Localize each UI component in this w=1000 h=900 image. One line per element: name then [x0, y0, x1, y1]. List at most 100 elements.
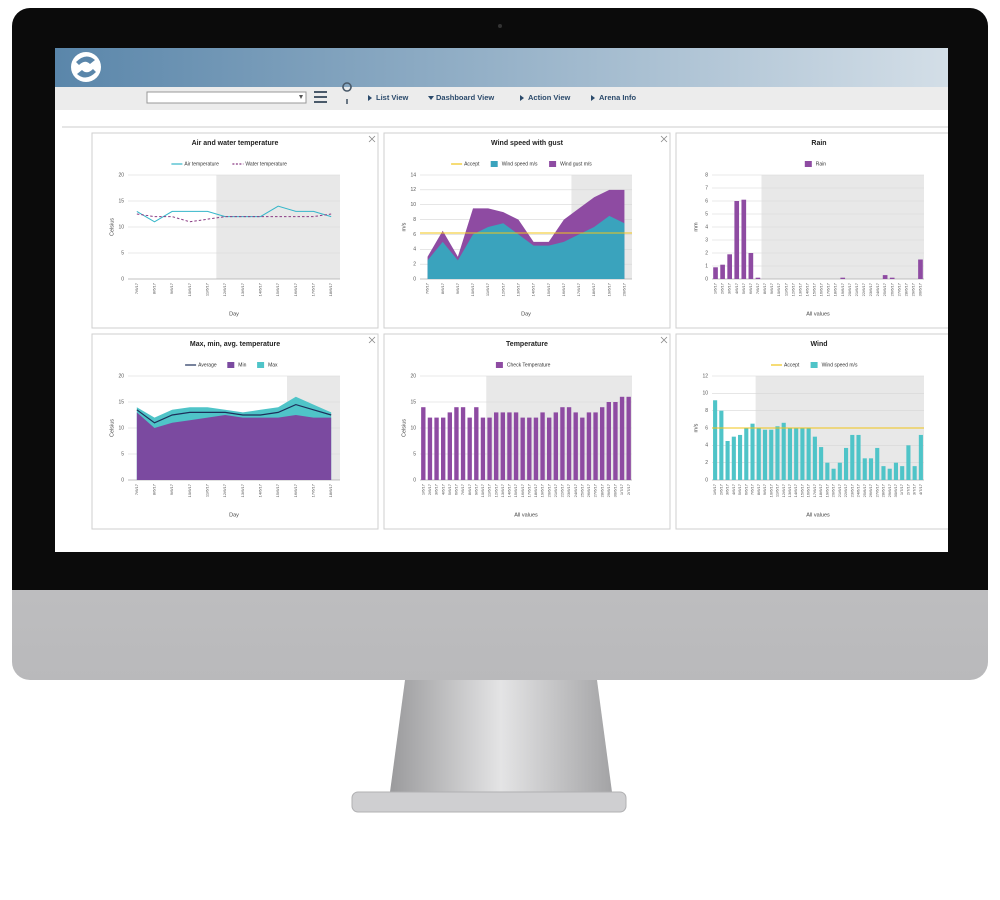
x-tick-label: 7/6/17	[755, 282, 760, 294]
y-tick-label: 0	[413, 276, 416, 282]
nav-arrow	[591, 95, 595, 101]
x-tick-label: 18/6/17	[328, 483, 333, 497]
x-tick-label: 13/6/17	[515, 282, 520, 296]
x-tick-label: 16/6/17	[520, 483, 525, 497]
legend-label: Air temperature	[184, 161, 219, 167]
bar	[837, 462, 842, 480]
screen: List View Dashboard View Action View Are…	[55, 48, 948, 552]
y-tick-label: 20	[410, 373, 416, 379]
bar	[447, 412, 452, 480]
legend-symbol	[495, 362, 503, 368]
bar	[794, 428, 799, 480]
select-box[interactable]	[146, 91, 307, 104]
bar	[744, 428, 749, 480]
bar	[887, 468, 892, 480]
nav-arrow	[428, 96, 434, 100]
legend-label: Max	[268, 362, 278, 368]
x-tick-label: 11/6/17	[205, 282, 210, 296]
select-arrow	[299, 95, 303, 99]
x-tick-label: 11/6/17	[775, 483, 780, 497]
x-tick-label: 12/6/17	[493, 483, 498, 497]
x-tick-label: 13/6/17	[240, 483, 245, 497]
y-tick-label: 4	[705, 443, 708, 449]
x-tick-label: 2/7/17	[626, 483, 631, 495]
x-tick-label: 11/6/17	[485, 282, 490, 296]
chart-panel: Rain 0 1 2 3 4 5 6 7 8 mm All values 1/6/17 2/6/17 3/6…	[675, 132, 948, 329]
bar	[844, 447, 849, 480]
expand-icon[interactable]	[368, 135, 376, 143]
nav-link[interactable]: List View	[376, 93, 409, 102]
bar	[856, 434, 861, 480]
bar	[626, 396, 631, 480]
x-tick-label: 21/6/17	[553, 483, 558, 497]
y-tick-label: 10	[410, 425, 416, 431]
x-tick-label: 21/6/17	[854, 282, 859, 296]
y-axis-title: Celsius	[109, 218, 115, 236]
y-axis-title: Celsius	[401, 419, 407, 437]
x-tick-label: 15/6/17	[513, 483, 518, 497]
bar	[868, 458, 874, 480]
expand-icon[interactable]	[368, 336, 376, 344]
x-axis-title: Day	[229, 311, 239, 317]
x-tick-label: 30/6/17	[613, 483, 618, 497]
x-tick-label: 7/6/17	[460, 483, 465, 495]
x-tick-label: 2/6/17	[427, 483, 432, 495]
x-tick-label: 4/6/17	[440, 483, 445, 495]
x-tick-label: 7/6/17	[134, 282, 139, 294]
nav-link[interactable]: Arena Info	[599, 93, 637, 102]
x-tick-label: 1/6/17	[420, 483, 425, 495]
x-tick-label: 12/6/17	[222, 282, 227, 296]
x-tick-label: 29/6/17	[887, 483, 892, 497]
bar	[421, 407, 426, 480]
bar	[507, 412, 512, 480]
menu-icon[interactable]	[314, 91, 327, 103]
y-tick-label: 7	[705, 185, 708, 191]
x-tick-label: 27/6/17	[593, 483, 598, 497]
nav-link[interactable]: Action View	[528, 93, 571, 102]
y-tick-label: 12	[410, 187, 416, 193]
bar	[474, 407, 479, 480]
x-tick-label: 14/6/17	[804, 282, 809, 296]
x-tick-label: 12/6/17	[781, 483, 786, 497]
x-tick-label: 19/6/17	[606, 282, 611, 296]
legend-label: Wind speed m/s	[502, 161, 538, 167]
bar	[755, 277, 761, 279]
y-axis-title: m/s	[693, 423, 699, 432]
x-tick-label: 8/6/17	[756, 483, 761, 495]
legend-symbol	[804, 161, 812, 167]
x-tick-label: 12/6/17	[500, 282, 505, 296]
chart-panel: Temperature 0 5 10 15 20 Celsius All values 1/6/…	[383, 333, 671, 530]
x-tick-label: 14/6/17	[258, 483, 263, 497]
expand-icon[interactable]	[660, 336, 668, 344]
bar	[713, 400, 718, 480]
data-line	[136, 213, 332, 223]
bar	[750, 423, 755, 480]
bar	[560, 407, 565, 480]
x-tick-label: 18/6/17	[533, 483, 538, 497]
y-tick-label: 0	[705, 276, 708, 282]
x-tick-label: 27/6/17	[896, 282, 901, 296]
x-tick-label: 28/6/17	[903, 282, 908, 296]
chart-title: Air and water temperature	[192, 140, 279, 147]
bar	[756, 428, 761, 480]
legend-label: Min	[238, 362, 246, 368]
nav-link[interactable]: Dashboard View	[436, 93, 494, 102]
x-tick-label: 8/6/17	[467, 483, 472, 495]
expand-icon[interactable]	[660, 135, 668, 143]
pin-icon[interactable]	[342, 82, 352, 104]
data-line	[136, 403, 332, 424]
y-tick-label: 5	[121, 250, 124, 256]
bar	[487, 417, 492, 480]
y-tick-label: 2	[413, 261, 416, 267]
x-tick-label: 15/6/17	[275, 483, 280, 497]
bar	[893, 462, 898, 480]
bar	[741, 199, 747, 279]
x-tick-label: 5/6/17	[741, 282, 746, 294]
y-tick-label: 14	[410, 172, 416, 178]
x-tick-label: 23/6/17	[849, 483, 854, 497]
x-tick-label: 7/6/17	[134, 483, 139, 495]
nav-arrow	[368, 95, 372, 101]
y-tick-label: 5	[413, 451, 416, 457]
legend-label: Check Temperature	[507, 362, 551, 368]
